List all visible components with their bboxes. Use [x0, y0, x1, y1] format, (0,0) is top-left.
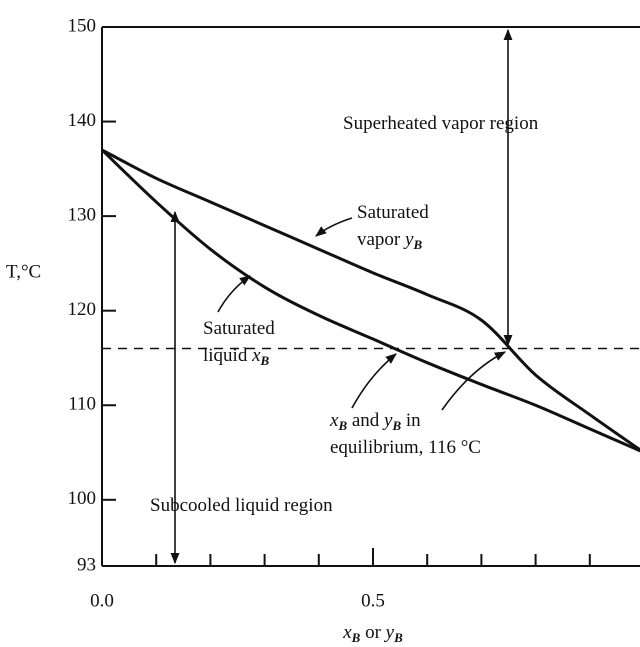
x-axis-label: xB or yB [342, 622, 403, 645]
annotation-part: Saturated [357, 202, 429, 223]
curve [100, 148, 640, 453]
x-axis-label-part: y [384, 622, 395, 643]
eq-pointer-liquid [351, 353, 397, 409]
annotation-part: vapor [357, 229, 405, 250]
annotation: xB and yB in [329, 410, 421, 433]
liquid-pointer [217, 275, 251, 313]
annotation-part: in [401, 410, 421, 431]
annotation: liquid xB [203, 345, 270, 368]
annotation: Saturated [203, 318, 275, 339]
annotation-part: B [260, 353, 270, 368]
y-axis-label: T,°C [6, 261, 41, 282]
annotation-part: B [412, 237, 422, 252]
annotation: Subcooled liquid region [150, 495, 333, 516]
x-axis-label-part: B [393, 630, 403, 645]
y-tick-label: 120 [68, 299, 97, 320]
y-tick-label: 93 [77, 554, 96, 575]
annotation-part: Saturated [203, 318, 275, 339]
vapor-pointer [315, 217, 353, 237]
curve [101, 148, 640, 452]
annotation-part: x [329, 410, 339, 431]
annotation-part: y [403, 229, 414, 250]
annotation: equilibrium, 116 °C [330, 437, 481, 458]
annotation-part: y [382, 410, 393, 431]
annotation-part: x [251, 345, 261, 366]
y-tick-label: 130 [68, 204, 97, 225]
y-tick-label: 150 [68, 15, 97, 36]
annotation-part: B [391, 418, 401, 433]
annotation-part: liquid [203, 345, 252, 366]
annotation-part: equilibrium, 116 °C [330, 437, 481, 458]
annotation-part: B [337, 418, 347, 433]
annotation: Saturated [357, 202, 429, 223]
annotation: Superheated vapor region [343, 113, 539, 134]
y-tick-label: 100 [68, 488, 97, 509]
x-axis-label-part: or [360, 622, 385, 643]
annotation-part: Subcooled liquid region [150, 495, 333, 516]
x-tick-label: 0.0 [90, 590, 114, 611]
annotation-part: Superheated vapor region [343, 113, 539, 134]
eq-pointer-vapor [441, 351, 506, 411]
y-tick-label: 110 [68, 394, 96, 415]
x-axis-label-part: B [351, 630, 361, 645]
x-axis-label-part: x [342, 622, 352, 643]
annotation: vapor yB [357, 229, 422, 252]
y-tick-label: 140 [68, 110, 97, 131]
x-tick-label: 0.5 [361, 590, 385, 611]
annotation-part: and [347, 410, 384, 431]
